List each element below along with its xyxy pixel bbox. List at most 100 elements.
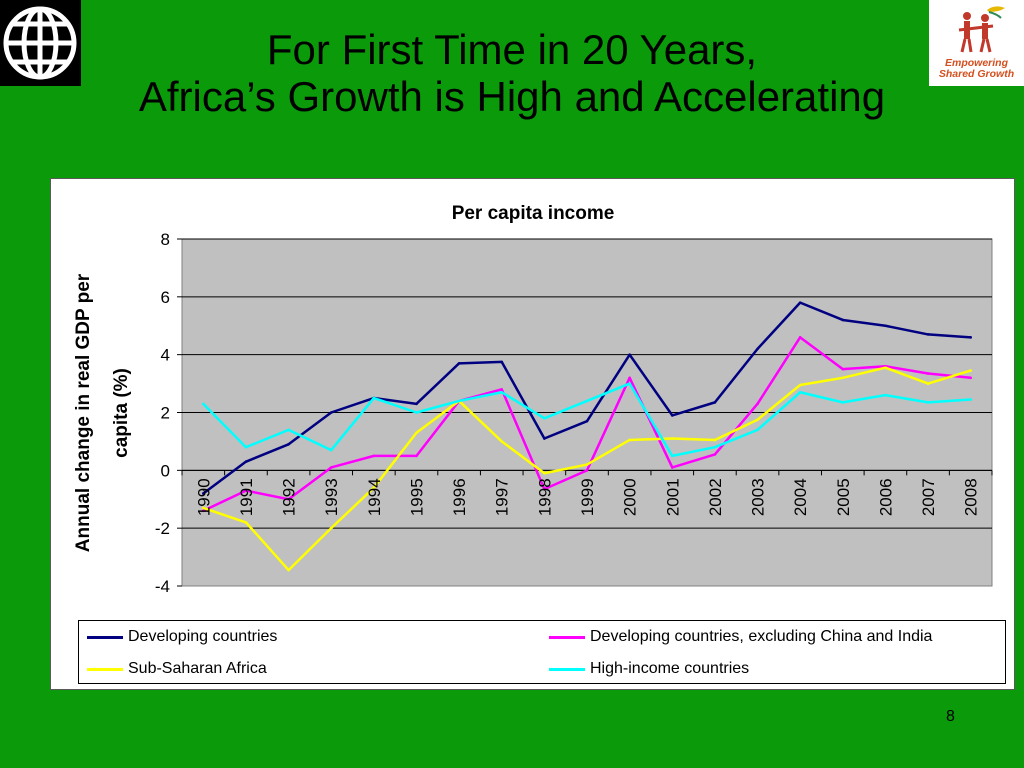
data-point xyxy=(628,438,631,442)
legend-label-developing: Developing countries xyxy=(128,628,278,645)
x-tick-label: 1998 xyxy=(535,478,554,516)
data-point xyxy=(500,440,504,443)
data-point xyxy=(969,376,972,380)
data-point xyxy=(244,445,248,449)
legend-label-high-income: High-income countries xyxy=(590,660,750,677)
x-tick-label: 1991 xyxy=(237,478,256,516)
data-point xyxy=(202,509,205,513)
x-tick-label: 1997 xyxy=(493,478,512,516)
chart-container: 8 6 4 2 0 -2 -4 1990 1991 1992 1993 1994 1995 1996 199… xyxy=(50,178,1015,690)
data-point xyxy=(756,428,759,432)
x-tick-label: 1996 xyxy=(450,478,469,516)
x-tick-label: 2000 xyxy=(621,478,640,516)
data-point xyxy=(884,366,887,369)
data-point xyxy=(798,301,802,304)
data-point xyxy=(926,401,930,404)
data-point xyxy=(969,336,972,339)
data-point xyxy=(372,396,376,400)
legend-swatch-high-income xyxy=(549,668,585,671)
data-point xyxy=(329,526,333,530)
data-point xyxy=(841,318,845,322)
data-point xyxy=(884,324,887,328)
slide-title-line2: Africa’s Growth is High and Accelerating xyxy=(138,73,886,120)
data-point xyxy=(415,402,418,406)
data-point xyxy=(884,393,887,397)
data-point xyxy=(244,489,248,492)
world-bank-globe-icon xyxy=(0,0,81,86)
y-tick-label: 4 xyxy=(161,346,170,365)
x-tick-label: 2003 xyxy=(749,478,768,516)
data-point xyxy=(756,347,759,351)
x-tick-label: 1999 xyxy=(578,478,597,516)
data-point xyxy=(457,399,461,403)
x-tick-label: 2006 xyxy=(876,478,895,516)
data-point xyxy=(670,414,674,417)
x-tick-label: 2005 xyxy=(834,478,853,516)
chart-title: Per capita income xyxy=(452,203,615,224)
x-tick-label: 2008 xyxy=(962,478,981,516)
data-point xyxy=(713,438,717,442)
x-tick-label: 2004 xyxy=(791,478,810,516)
y-tick-label: 8 xyxy=(161,230,170,249)
slide-title: For First Time in 20 Years, Africa’s Gro… xyxy=(0,26,1024,120)
logo-caption-line1: Empowering xyxy=(944,57,1008,69)
empowering-shared-growth-logo: Empowering Shared Growth xyxy=(929,0,1024,86)
data-point xyxy=(543,471,546,475)
data-point xyxy=(287,497,290,501)
data-point xyxy=(329,448,333,452)
x-tick-label: 2001 xyxy=(663,478,682,516)
y-axis-label-line2: capita (%) xyxy=(111,368,132,458)
y-tick-label: -4 xyxy=(155,577,170,596)
data-point xyxy=(585,463,589,466)
legend-swatch-developing-ex-china-india xyxy=(549,636,585,639)
data-point xyxy=(628,353,631,356)
data-point xyxy=(713,401,717,404)
data-point xyxy=(372,486,376,489)
logo-caption: Empowering Shared Growth xyxy=(929,58,1024,80)
data-point xyxy=(670,466,674,469)
data-point xyxy=(372,454,376,458)
slide-title-line1: For First Time in 20 Years, xyxy=(266,26,758,73)
y-tick-label: 2 xyxy=(161,404,170,423)
line-chart: 8 6 4 2 0 -2 -4 1990 1991 1992 1993 1994 1995 1996 199… xyxy=(73,203,993,596)
data-point xyxy=(287,443,290,446)
x-tick-label: 1994 xyxy=(365,478,384,516)
y-tick-label: 0 xyxy=(161,461,170,480)
people-icon xyxy=(958,6,1005,53)
data-point xyxy=(926,333,930,336)
y-tick-label: 6 xyxy=(161,288,170,307)
legend-swatch-developing xyxy=(87,636,123,639)
x-tick-label: 2007 xyxy=(919,478,938,516)
data-point xyxy=(244,460,248,463)
data-point xyxy=(628,376,631,380)
data-point xyxy=(244,521,248,524)
data-point xyxy=(415,411,418,414)
data-point xyxy=(415,431,418,435)
data-point xyxy=(670,437,674,440)
data-point xyxy=(969,369,972,372)
data-point xyxy=(841,376,845,380)
data-point xyxy=(329,466,333,469)
data-point xyxy=(543,437,546,440)
data-point xyxy=(500,388,504,391)
data-point xyxy=(585,469,589,472)
data-point xyxy=(798,336,802,339)
data-point xyxy=(415,454,418,458)
data-point xyxy=(841,367,845,371)
data-point xyxy=(457,362,461,365)
x-tick-label: 1993 xyxy=(322,478,341,516)
legend-label-sub-saharan-africa: Sub-Saharan Africa xyxy=(128,660,267,677)
data-point xyxy=(585,419,589,423)
data-point xyxy=(841,401,845,404)
globe-icon xyxy=(3,6,77,80)
data-point xyxy=(202,492,205,495)
data-point xyxy=(798,383,802,387)
legend-label-developing-ex-china-india: Developing countries, excluding China an… xyxy=(590,628,933,645)
data-point xyxy=(202,506,205,510)
data-point xyxy=(287,568,290,572)
x-tick-label: 1992 xyxy=(280,478,299,516)
data-point xyxy=(713,453,717,456)
data-point xyxy=(500,360,504,364)
data-point xyxy=(628,382,631,385)
data-point xyxy=(926,382,930,385)
